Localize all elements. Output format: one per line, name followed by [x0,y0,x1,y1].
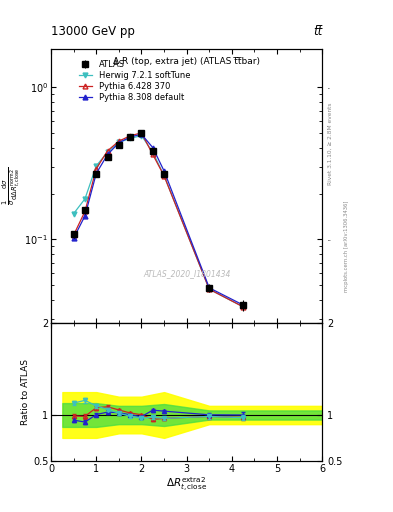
Herwig 7.2.1 softTune [116,139,121,145]
Pythia 8.308 default [128,134,132,140]
Herwig 7.2.1 softTune [94,163,99,169]
Herwig 7.2.1 softTune [207,286,211,292]
Pythia 6.428 370 [94,165,99,172]
Pythia 8.308 default [207,285,211,291]
X-axis label: $\Delta R^{\mathrm{extra2}}_{t,\mathrm{close}}$: $\Delta R^{\mathrm{extra2}}_{t,\mathrm{c… [166,476,207,495]
Herwig 7.2.1 softTune [105,149,110,155]
Pythia 6.428 370 [139,130,144,136]
Line: Herwig 7.2.1 softTune: Herwig 7.2.1 softTune [71,133,246,309]
Line: Pythia 6.428 370: Pythia 6.428 370 [71,131,246,309]
Text: tt̅: tt̅ [313,26,322,38]
Pythia 8.308 default [162,168,167,174]
Pythia 6.428 370 [72,232,76,238]
Y-axis label: Ratio to ATLAS: Ratio to ATLAS [21,359,30,425]
Pythia 8.308 default [139,131,144,137]
Pythia 8.308 default [94,170,99,177]
Pythia 6.428 370 [116,138,121,144]
Herwig 7.2.1 softTune [139,133,144,139]
Pythia 6.428 370 [105,147,110,154]
Pythia 6.428 370 [207,286,211,292]
Herwig 7.2.1 softTune [241,304,246,310]
Pythia 8.308 default [151,144,155,151]
Herwig 7.2.1 softTune [151,149,155,155]
Herwig 7.2.1 softTune [83,196,87,202]
Pythia 6.428 370 [128,133,132,139]
Pythia 6.428 370 [151,152,155,158]
Pythia 8.308 default [105,152,110,158]
Text: 13000 GeV pp: 13000 GeV pp [51,26,135,38]
Text: Δ R (top, extra jet) (ATLAS t̅t̅bar): Δ R (top, extra jet) (ATLAS t̅t̅bar) [113,57,260,66]
Pythia 8.308 default [83,212,87,219]
Herwig 7.2.1 softTune [72,210,76,217]
Text: mcplots.cern.ch [arXiv:1306.3436]: mcplots.cern.ch [arXiv:1306.3436] [344,200,349,291]
Text: ATLAS_2020_I1801434: ATLAS_2020_I1801434 [143,269,230,279]
Pythia 8.308 default [116,140,121,146]
Herwig 7.2.1 softTune [128,135,132,141]
Pythia 6.428 370 [83,208,87,215]
Line: Pythia 8.308 default: Pythia 8.308 default [71,132,246,307]
Text: Rivet 3.1.10, ≥ 2.8M events: Rivet 3.1.10, ≥ 2.8M events [328,102,333,185]
Legend: ATLAS, Herwig 7.2.1 softTune, Pythia 6.428 370, Pythia 8.308 default: ATLAS, Herwig 7.2.1 softTune, Pythia 6.4… [77,58,192,104]
Pythia 8.308 default [72,235,76,241]
Pythia 8.308 default [241,302,246,308]
Herwig 7.2.1 softTune [162,173,167,179]
Pythia 6.428 370 [162,173,167,179]
Pythia 6.428 370 [241,304,246,310]
Y-axis label: $\frac{1}{\sigma}\frac{\mathrm{d}\sigma}{\mathrm{d}\Delta R_{t,\mathrm{close}}^{: $\frac{1}{\sigma}\frac{\mathrm{d}\sigma}… [0,167,22,205]
